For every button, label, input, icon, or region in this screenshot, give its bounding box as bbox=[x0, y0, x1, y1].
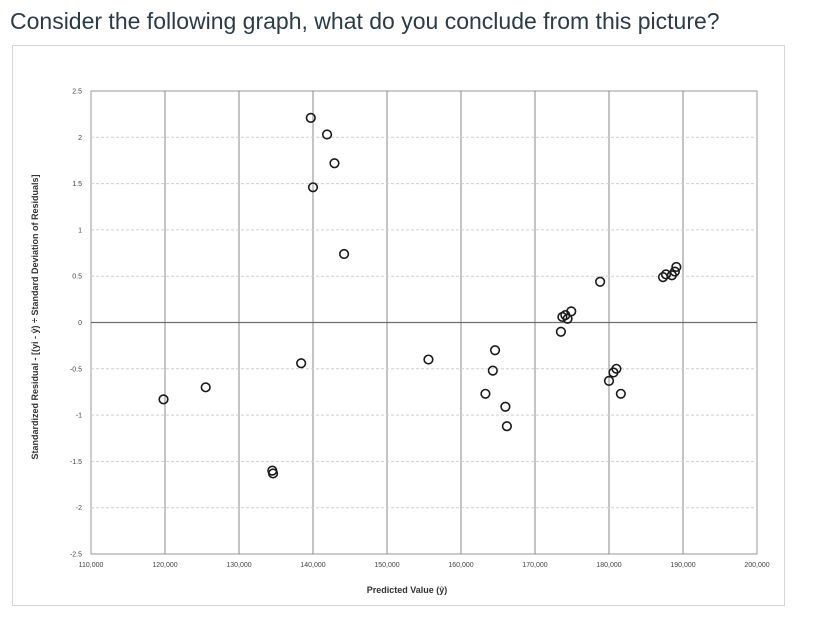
y-tick-label: -2 bbox=[76, 505, 82, 512]
data-point bbox=[338, 248, 350, 260]
x-axis-title: Predicted Value (ŷ) bbox=[367, 585, 448, 595]
x-tick-label: 130,000 bbox=[226, 562, 251, 569]
data-point bbox=[615, 388, 626, 399]
question-text: Consider the following graph, what do yo… bbox=[10, 8, 720, 34]
data-point bbox=[267, 468, 279, 479]
x-tick-label: 160,000 bbox=[448, 562, 473, 569]
data-point bbox=[307, 182, 319, 193]
data-point bbox=[480, 388, 491, 399]
data-point bbox=[669, 266, 680, 277]
x-tick-label: 150,000 bbox=[374, 562, 399, 569]
data-point bbox=[671, 261, 682, 273]
y-tick-label: -1.5 bbox=[70, 459, 82, 466]
data-point bbox=[487, 365, 498, 376]
x-axis-ticks: 110,000 120,000 130,000 140,000 150,000 160,0… bbox=[79, 562, 770, 569]
data-point bbox=[489, 345, 501, 356]
y-tick-label: -2.5 bbox=[70, 552, 82, 559]
y-tick-label: 1 bbox=[78, 227, 82, 234]
y-tick-label: 1.5 bbox=[72, 181, 82, 188]
data-point bbox=[500, 401, 511, 412]
x-tick-label: 200,000 bbox=[744, 562, 769, 569]
data-point bbox=[611, 363, 622, 374]
y-tick-label: 2.5 bbox=[72, 89, 82, 96]
data-point bbox=[603, 375, 615, 386]
data-point bbox=[329, 158, 340, 169]
x-tick-label: 140,000 bbox=[300, 562, 325, 569]
x-tick-label: 170,000 bbox=[522, 562, 547, 569]
y-tick-label: 0.5 bbox=[72, 274, 82, 281]
y-axis-title: Standardized Residual - [(yi - ŷ) ÷ Stan… bbox=[30, 175, 40, 460]
data-points bbox=[158, 112, 682, 479]
y-tick-label: -0.5 bbox=[70, 366, 82, 373]
data-point bbox=[200, 382, 211, 393]
data-point bbox=[501, 421, 512, 432]
x-tick-label: 190,000 bbox=[670, 562, 695, 569]
data-point bbox=[555, 326, 567, 337]
data-point bbox=[296, 358, 307, 369]
x-tick-label: 110,000 bbox=[79, 562, 104, 569]
scatter-plot: -2.5 -2 -1.5 -1 -0.5 0 0.5 1 1.5 2 2.5 110,000 120,… bbox=[30, 89, 770, 596]
x-tick-label: 120,000 bbox=[152, 562, 177, 569]
y-tick-label: -1 bbox=[76, 413, 82, 420]
y-axis-ticks: -2.5 -2 -1.5 -1 -0.5 0 0.5 1 1.5 2 2.5 bbox=[70, 89, 82, 559]
data-point bbox=[566, 306, 577, 317]
data-point bbox=[595, 276, 606, 287]
x-tick-label: 180,000 bbox=[596, 562, 621, 569]
y-tick-label: 0 bbox=[78, 320, 82, 327]
data-point bbox=[423, 354, 434, 365]
y-tick-label: 2 bbox=[78, 135, 82, 142]
grid-lines bbox=[90, 90, 758, 555]
data-point bbox=[158, 394, 169, 405]
chart-container: -2.5 -2 -1.5 -1 -0.5 0 0.5 1 1.5 2 2.5 110,000 120,… bbox=[12, 45, 785, 606]
data-point bbox=[305, 112, 316, 123]
data-point bbox=[660, 269, 672, 280]
data-point bbox=[321, 129, 333, 140]
